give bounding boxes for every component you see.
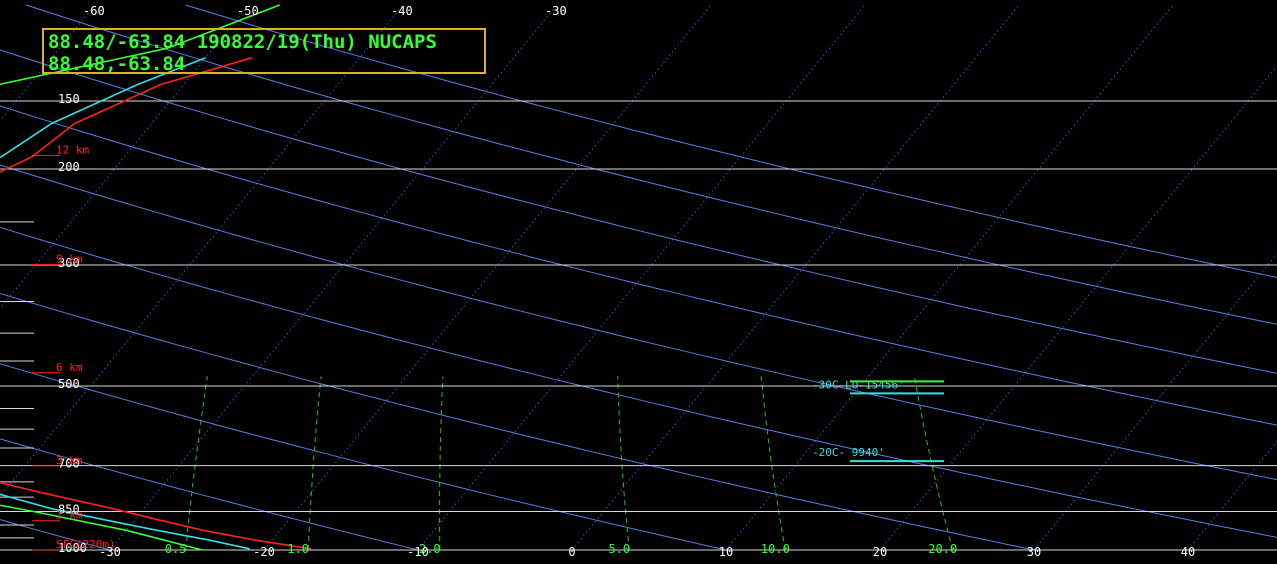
- pressure-label: 300: [58, 256, 80, 270]
- dry-adiabat: [0, 49, 1277, 374]
- temp-label-bottom: 30: [1027, 545, 1041, 559]
- temp-label-bottom: -20: [253, 545, 275, 559]
- isotherm: [109, 4, 558, 551]
- pressure-label: 150: [58, 92, 80, 106]
- height-label: SFC(220m): [56, 538, 116, 551]
- height-label: 3 km: [56, 454, 83, 467]
- axis-labels: 0.5 1.0 2.0 5.0 10.0 20.015020030050070085010…: [56, 4, 1195, 559]
- isotherm: [263, 4, 712, 551]
- temp-label-top: -30: [545, 4, 567, 18]
- pressure-label: 200: [58, 160, 80, 174]
- isotherm: [417, 4, 866, 551]
- height-label: 12 km: [56, 143, 89, 156]
- mixing-ratio-label: 0.5: [165, 542, 187, 556]
- info-line-location-time: 88.48/-63.84 190822/19(Thu) NUCAPS: [48, 31, 437, 53]
- pressure-label: 1000: [58, 541, 87, 555]
- level-annotations: -30C-LO-15456' -20C- 9940': [812, 378, 944, 463]
- dry-adiabat: [0, 105, 1277, 426]
- isobar-lines: [0, 100, 1277, 551]
- mixing-ratio-lines: [185, 376, 954, 551]
- sounding-series: [0, 4, 312, 551]
- temp-label-bottom: 40: [1181, 545, 1195, 559]
- isotherm: [1033, 252, 1277, 551]
- mixing-ratio-label: 5.0: [608, 542, 630, 556]
- mixing-ratio-line: [185, 376, 208, 551]
- temp-label-bottom: 10: [719, 545, 733, 559]
- pressure-label: 700: [58, 457, 80, 471]
- temp-label-bottom: -30: [99, 545, 121, 559]
- temp-label-bottom: -10: [407, 545, 429, 559]
- height-label: 9 km: [56, 252, 83, 265]
- dry-adiabat: [25, 4, 1277, 325]
- mixing-ratio-label: 1.0: [287, 542, 309, 556]
- dry-adiabat: [0, 164, 1277, 481]
- height-label: 6 km: [56, 361, 83, 374]
- left-ticks: [0, 154, 60, 551]
- mixing-ratio-label: 10.0: [761, 542, 790, 556]
- level-annotation-label: -30C-LO-15456': [812, 378, 905, 391]
- isotherm: [1187, 440, 1277, 551]
- isotherm: [0, 4, 250, 310]
- mixing-ratio-label: 20.0: [928, 542, 957, 556]
- height-label: 1 km: [56, 509, 83, 522]
- temp-label-top: -50: [237, 4, 259, 18]
- info-line-coordinates: 88.48,-63.84: [48, 53, 186, 75]
- isotherm: [879, 65, 1277, 551]
- mixing-ratio-line: [913, 376, 954, 551]
- mixing-ratio-label: 2.0: [419, 542, 441, 556]
- info-box: 88.48/-63.84 190822/19(Thu) NUCAPS 88.48…: [42, 28, 486, 75]
- pressure-label: 850: [58, 503, 80, 517]
- series-dewpoint: [0, 57, 250, 550]
- mixing-ratio-line: [307, 376, 322, 551]
- temp-label-bottom: 20: [873, 545, 887, 559]
- isotherm: [0, 4, 404, 498]
- mixing-ratio-line: [439, 376, 444, 550]
- isotherm-lines: [0, 4, 1277, 551]
- temp-label-top: -40: [391, 4, 413, 18]
- mixing-ratio-line: [760, 376, 786, 551]
- series-temperature: [0, 57, 312, 550]
- temp-label-bottom: 0: [568, 545, 575, 559]
- temp-label-top: -60: [83, 4, 105, 18]
- dry-adiabat: [185, 4, 1277, 278]
- isotherm: [571, 4, 1020, 551]
- mixing-ratio-line: [617, 376, 630, 551]
- isotherm: [725, 4, 1174, 551]
- pressure-label: 500: [58, 377, 80, 391]
- level-annotation-label: -20C- 9940': [812, 446, 885, 459]
